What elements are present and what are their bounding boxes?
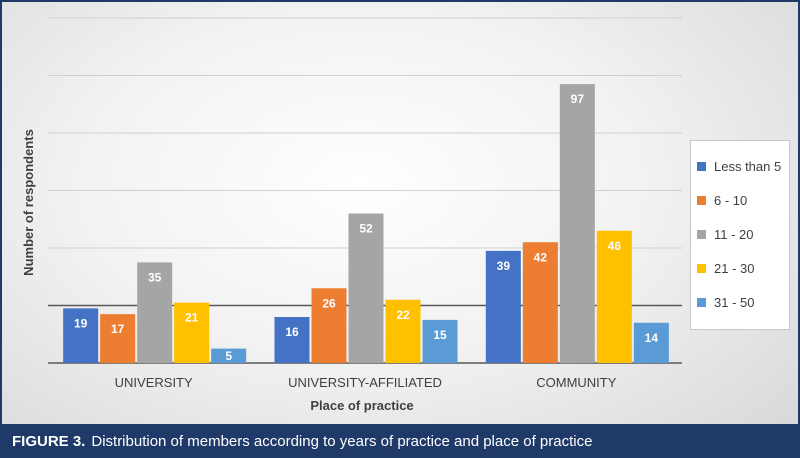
data-label: 39 (497, 259, 511, 273)
bar (63, 308, 99, 363)
data-label: 26 (322, 296, 336, 310)
bar (348, 213, 384, 363)
data-label: 14 (645, 331, 659, 345)
bar (137, 262, 173, 363)
legend-item: 21 - 30 (697, 251, 783, 285)
bar (274, 317, 310, 363)
legend-item: 6 - 10 (697, 183, 783, 217)
bar (522, 242, 558, 363)
bar (311, 288, 347, 363)
data-label: 42 (534, 250, 548, 264)
legend-label: 11 - 20 (714, 226, 754, 242)
data-label: 97 (571, 92, 585, 106)
legend-item: 31 - 50 (697, 285, 783, 319)
bar (559, 84, 595, 363)
legend-swatch (697, 195, 706, 205)
legend-swatch (697, 161, 706, 171)
bar (385, 299, 421, 363)
data-label: 17 (111, 322, 125, 336)
data-label: 5 (225, 349, 232, 363)
bar (422, 319, 458, 363)
x-tick-label: UNIVERSITY-AFFILIATED (288, 375, 442, 390)
data-label: 46 (608, 239, 622, 253)
legend-swatch (697, 297, 706, 307)
y-axis-title: Number of respondents (20, 128, 36, 276)
x-tick-label: COMMUNITY (536, 375, 616, 390)
data-label: 19 (74, 316, 88, 330)
legend-swatch (697, 263, 706, 273)
y-axis-title-wrap: Number of respondents (4, 92, 52, 312)
data-label: 15 (433, 328, 447, 342)
data-label: 22 (396, 308, 410, 322)
x-tick-label: UNIVERSITY (115, 375, 193, 390)
bar (211, 348, 247, 363)
data-label: 16 (285, 325, 299, 339)
bar (485, 250, 521, 363)
bar (596, 230, 632, 363)
data-label: 21 (185, 311, 199, 325)
caption-text: Distribution of members according to yea… (91, 432, 593, 450)
x-axis-title: Place of practice (310, 398, 414, 413)
data-label: 35 (148, 270, 162, 284)
legend-label: 21 - 30 (714, 260, 755, 276)
bar (633, 322, 669, 363)
bar (100, 314, 136, 363)
legend-item: Less than 5 (697, 149, 783, 183)
bar-chart: 19 17 35 21 5 UNIVERSITY 16 26 52 22 15 UNIVERSITY-… (48, 17, 682, 390)
chart-legend: Less than 5 6 - 10 11 - 20 21 - 30 31 - 50 (690, 140, 790, 330)
legend-label: Less than 5 (714, 158, 782, 174)
legend-label: 31 - 50 (714, 294, 755, 310)
legend-label: 6 - 10 (714, 192, 748, 208)
legend-swatch (697, 229, 706, 239)
figure-caption: FIGURE 3. Distribution of members accord… (2, 424, 798, 458)
data-label: 52 (359, 222, 373, 236)
caption-label: FIGURE 3. (12, 432, 86, 450)
legend-item: 11 - 20 (697, 217, 783, 251)
bar (174, 302, 210, 363)
